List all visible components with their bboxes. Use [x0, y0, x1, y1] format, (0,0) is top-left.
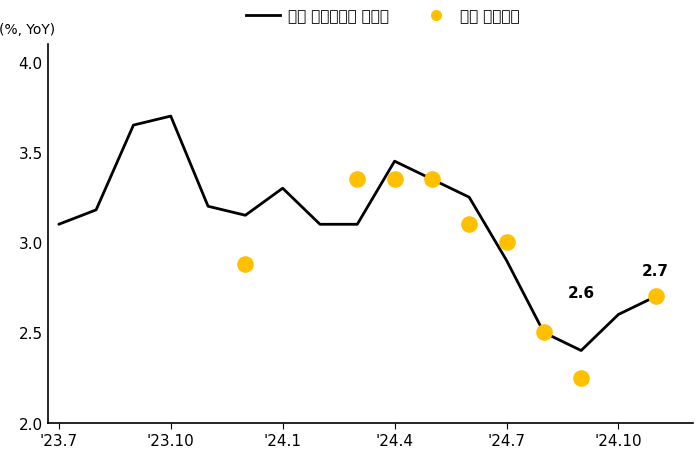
Text: 2.6: 2.6 — [568, 285, 595, 300]
Text: (%, YoY): (%, YoY) — [0, 23, 55, 37]
Point — [463, 221, 475, 228]
Text: 2.7: 2.7 — [642, 264, 669, 279]
Legend: 미국 소비자물가 상승률, 시장 콘센서스: 미국 소비자물가 상승률, 시장 콘센서스 — [240, 3, 526, 30]
Point — [426, 176, 438, 183]
Point — [389, 176, 400, 183]
Point — [538, 329, 550, 336]
Point — [501, 239, 512, 247]
Point — [575, 374, 587, 381]
Point — [240, 261, 251, 268]
Point — [650, 293, 662, 300]
Point — [351, 176, 363, 183]
